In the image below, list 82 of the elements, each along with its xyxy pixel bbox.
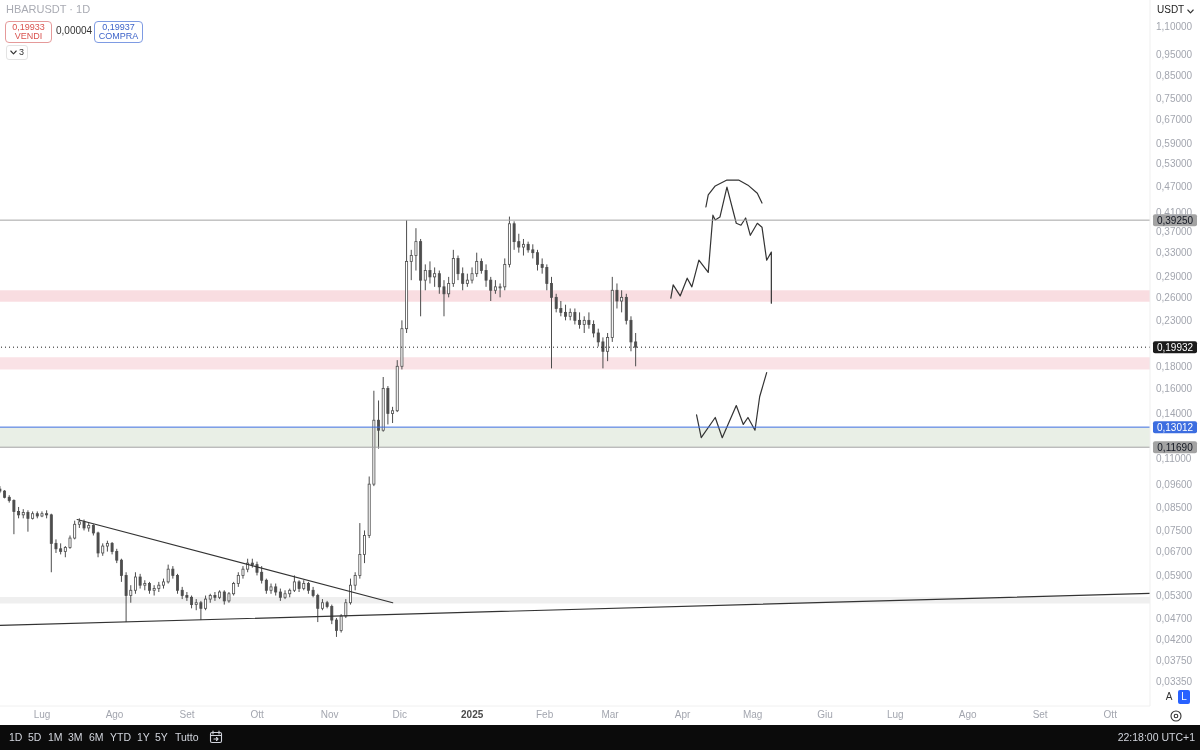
text: A xyxy=(1165,691,1173,702)
x-tick-label: Giu xyxy=(817,709,833,721)
sell-button: 0,19933 VENDI xyxy=(5,21,52,43)
annotation: COMPRA xyxy=(98,31,139,41)
y-tick-label: 0,11000 xyxy=(1156,453,1192,465)
text: 1Y xyxy=(137,731,150,743)
text: 22:18:00 UTC+1 xyxy=(1117,731,1195,743)
x-tick-label: Set xyxy=(179,709,195,721)
text: 5Y xyxy=(155,731,168,743)
ref-line-label: 0,13012 xyxy=(1156,421,1194,433)
x-tick-label: Ago xyxy=(958,709,978,721)
text: USDT xyxy=(1157,4,1185,15)
y-tick-label: 0,04200 xyxy=(1156,633,1193,645)
text: 3M xyxy=(68,731,83,743)
y-tick-label: 0,26000 xyxy=(1156,291,1193,303)
y-tick-label: 0,33000 xyxy=(1156,247,1193,259)
y-tick-label: 0,14000 xyxy=(1156,407,1193,419)
y-tick-label: 0,03350 xyxy=(1156,676,1193,688)
x-tick-label: Ott xyxy=(1103,709,1118,721)
ref-line-label: 0,19932 xyxy=(1156,341,1194,353)
y-tick-label: 0,75000 xyxy=(1156,93,1193,105)
y-tick-label: 0,23000 xyxy=(1156,314,1193,326)
y-tick-label: 0,06700 xyxy=(1156,546,1193,558)
x-tick-label: Lug xyxy=(33,709,51,721)
text: 5D xyxy=(28,731,42,743)
line-series xyxy=(695,372,768,439)
y-tick-label: 0,95000 xyxy=(1156,48,1193,60)
candlestick xyxy=(199,600,203,621)
text: 6M xyxy=(89,731,104,743)
line-series xyxy=(705,179,763,208)
y-tick-label: 0,59000 xyxy=(1156,138,1193,150)
x-tick-label: Dic xyxy=(392,709,407,721)
ref-line-label: 0,11690 xyxy=(1157,441,1194,453)
text: 1M xyxy=(48,731,63,743)
candlestick xyxy=(428,260,432,284)
y-tick-label: 0,29000 xyxy=(1156,271,1193,283)
x-tick-label: Ago xyxy=(105,709,124,721)
y-tick-label: 1,10000 xyxy=(1156,21,1193,33)
y-tick-label: 0,05300 xyxy=(1156,590,1193,602)
x-tick-label: 2025 xyxy=(461,709,484,721)
y-tick-label: 0,07500 xyxy=(1156,524,1193,536)
x-tick-label: Lug xyxy=(886,709,904,721)
y-tick-label: 0,09600 xyxy=(1156,478,1193,490)
y-tick-label: 0,18000 xyxy=(1156,360,1193,372)
line-series xyxy=(670,186,772,304)
y-tick-label: 0,53000 xyxy=(1156,158,1193,170)
chart-title: HBARUSDT · 1D xyxy=(6,3,91,15)
annotation: 3 xyxy=(19,47,25,57)
x-tick-label: Feb xyxy=(536,709,554,721)
y-tick-label: 0,37000 xyxy=(1156,225,1193,237)
x-tick-label: Ott xyxy=(250,709,264,721)
y-tick-label: 0,16000 xyxy=(1156,382,1193,394)
y-tick-label: 0,03750 xyxy=(1156,654,1193,666)
x-tick-label: Mag xyxy=(742,709,763,721)
candlestick xyxy=(26,509,30,533)
annotation: 0,19937 xyxy=(102,21,135,32)
y-tick-label: 0,05900 xyxy=(1156,569,1193,581)
candlestick xyxy=(456,255,460,281)
text: Tutto xyxy=(175,731,199,743)
annotation: 0,19933 xyxy=(12,21,45,32)
y-tick-label: 0,04700 xyxy=(1156,612,1193,624)
x-tick-label: Set xyxy=(1032,709,1048,721)
candlestick xyxy=(12,498,16,535)
annotation: 0,00004 xyxy=(56,25,93,36)
candlestick xyxy=(241,565,245,580)
y-tick-label: 0,67000 xyxy=(1156,114,1193,126)
candlestick xyxy=(213,591,217,602)
text: YTD xyxy=(110,731,131,743)
y-tick-label: 0,85000 xyxy=(1156,69,1193,81)
x-tick-label: Apr xyxy=(674,709,691,721)
x-tick-label: Mar xyxy=(601,709,620,721)
buy-button: 0,19937 COMPRA xyxy=(94,21,143,43)
candlestick xyxy=(587,311,591,330)
text: L xyxy=(1181,691,1187,702)
text: 1D xyxy=(9,731,23,743)
x-tick-label: Nov xyxy=(320,709,339,721)
candlestick xyxy=(269,583,273,595)
candlestick xyxy=(601,336,605,369)
y-tick-label: 0,08500 xyxy=(1156,501,1193,513)
annotation: VENDI xyxy=(14,31,43,41)
candlestick xyxy=(484,263,488,288)
y-tick-label: 0,47000 xyxy=(1156,180,1193,192)
